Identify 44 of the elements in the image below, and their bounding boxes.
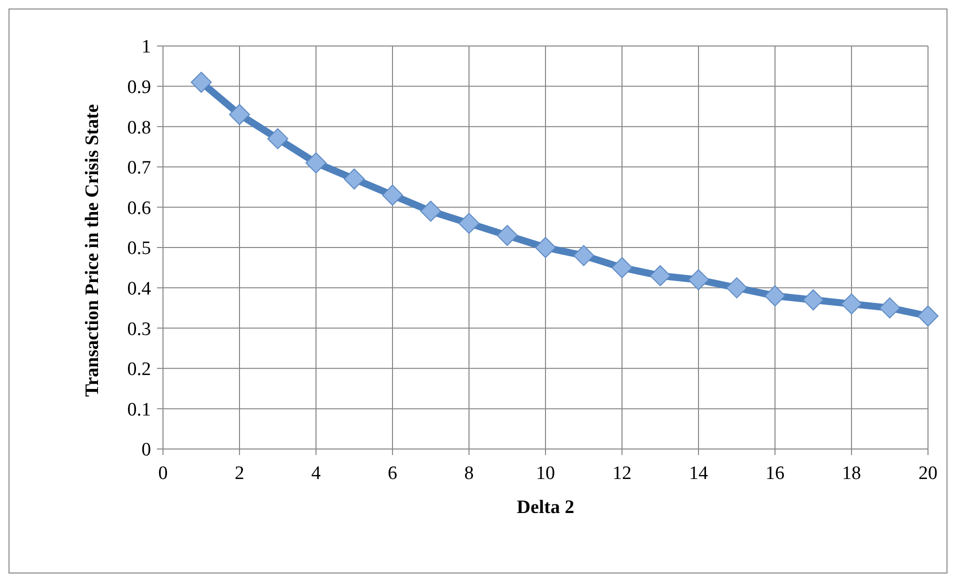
point — [573, 245, 594, 266]
x-tick-label: 20 — [918, 463, 938, 484]
point — [879, 297, 900, 318]
x-tick-label: 4 — [311, 463, 322, 484]
point — [688, 269, 709, 290]
y-axis-title: Transaction Price in the Crisis State — [82, 104, 103, 397]
x-tick-label: 6 — [388, 463, 398, 484]
x-tick-label: 18 — [842, 463, 861, 484]
point — [420, 200, 442, 222]
point — [190, 72, 212, 93]
y-tick-label: 0.4 — [127, 278, 152, 300]
x-tick-label: 16 — [766, 463, 784, 484]
point — [496, 224, 518, 246]
y-tick-label: 0.7 — [127, 158, 151, 179]
point — [650, 265, 671, 286]
point — [382, 184, 403, 206]
point — [726, 277, 748, 298]
x-tick-label: 12 — [612, 463, 632, 484]
y-tick-label: 0.6 — [127, 198, 151, 219]
point — [229, 104, 250, 126]
x-tick-label: 10 — [536, 463, 555, 484]
y-tick-label: 0.5 — [127, 238, 151, 260]
x-axis-title: Delta 2 — [516, 497, 574, 518]
x-tick-label: 2 — [234, 463, 244, 484]
x-tick-label: 8 — [464, 463, 474, 484]
x-tick-label: 14 — [689, 463, 708, 484]
point — [841, 293, 862, 314]
x-tick-label: 0 — [158, 463, 168, 484]
y-tick-label: 0 — [142, 440, 151, 461]
y-tick-label: 1 — [142, 36, 151, 58]
point — [458, 212, 480, 234]
point — [535, 237, 556, 258]
point — [267, 128, 288, 150]
y-tick-label: 0.2 — [127, 359, 151, 380]
y-tick-label: 0.9 — [127, 76, 151, 98]
point — [802, 289, 824, 310]
point — [764, 285, 786, 306]
y-tick-label: 0.3 — [127, 318, 151, 340]
y-tick-label: 0.8 — [127, 117, 151, 138]
y-tick-label: 0.1 — [127, 399, 151, 420]
point — [612, 257, 632, 278]
point — [344, 168, 365, 190]
point — [306, 152, 326, 174]
point — [918, 306, 938, 327]
